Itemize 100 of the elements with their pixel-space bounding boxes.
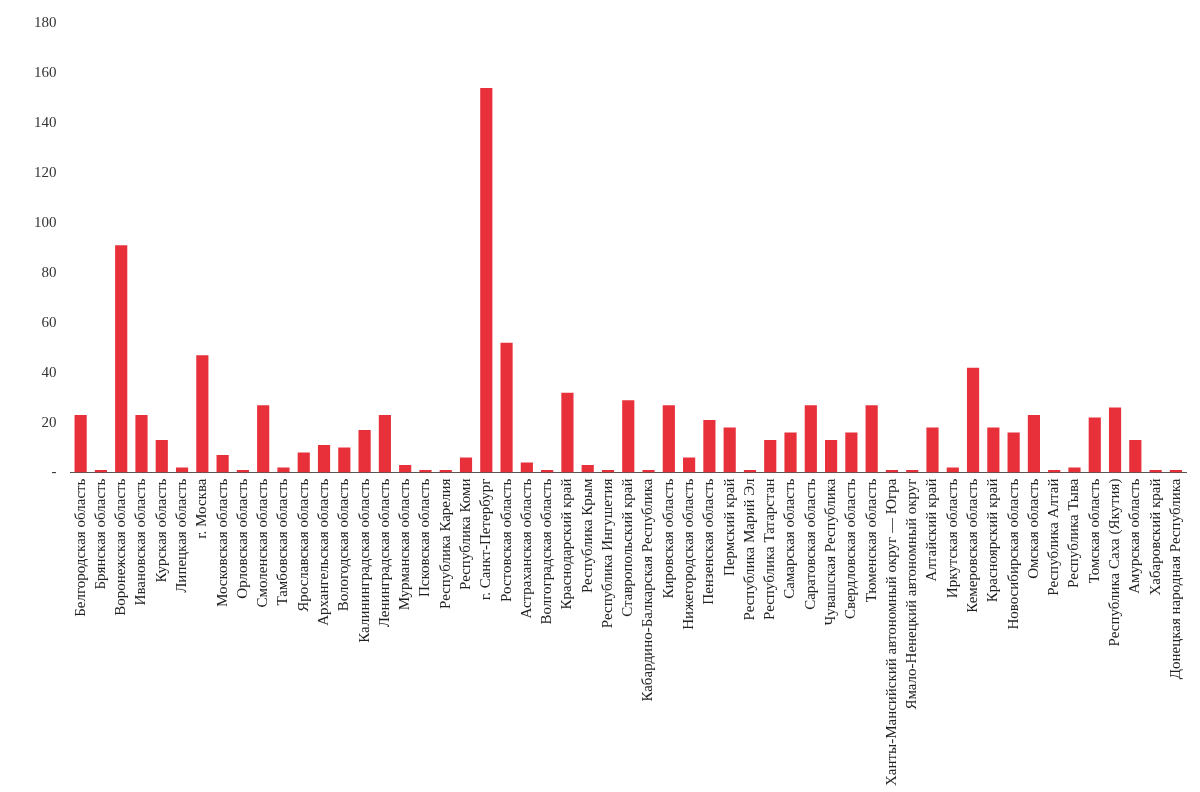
bar [1088, 417, 1101, 473]
y-tick-label: 100 [34, 213, 57, 230]
x-tick-label: Мурманская область [396, 478, 413, 611]
x-tick-label: Республика Ингушетия [598, 478, 615, 629]
x-tick-label: Ивановская область [132, 478, 149, 606]
bar [784, 432, 797, 473]
x-tick-label: Краснодарский край [558, 478, 575, 610]
x-tick-label: Республика Коми [456, 478, 473, 590]
bar [1007, 432, 1020, 473]
x-tick-label: Республика Саха (Якутия) [1105, 478, 1123, 647]
bar [480, 87, 493, 473]
y-tick-label: 120 [34, 163, 57, 180]
bar [987, 427, 1000, 473]
bar [804, 405, 817, 473]
x-tick-label: Алтайский край [923, 478, 940, 582]
x-tick-label: Орловская область [233, 478, 250, 599]
bar [662, 405, 675, 473]
bar [926, 427, 939, 473]
x-tick-label: Ставропольский край [619, 478, 636, 617]
bar [338, 447, 351, 473]
x-tick-label: Астраханская область [517, 478, 534, 619]
bar [74, 415, 87, 473]
x-tick-label: Ярославская область [294, 478, 311, 612]
x-tick-label: Свердловская область [842, 478, 859, 620]
x-tick-label: Курская область [152, 478, 169, 583]
bar [561, 392, 574, 473]
x-tick-label: Новосибирская область [1004, 478, 1021, 630]
x-tick-label: Ханты-Мансийский автономный округ — Югра [882, 478, 899, 787]
x-tick-label: Иркутская область [943, 478, 960, 599]
bar [764, 440, 777, 473]
x-tick-label: Томская область [1085, 478, 1102, 584]
x-tick-label: Воронежская область [112, 478, 129, 616]
bar [683, 457, 696, 473]
x-tick-label: Псковская область [416, 478, 433, 598]
bar [155, 440, 168, 473]
x-tick-label: Кемеровская область [964, 478, 980, 613]
x-tick-label: Республика Крым [578, 478, 595, 594]
x-tick-label: Саратовская область [801, 478, 818, 610]
bar [622, 400, 635, 473]
x-tick-label: Самарская область [781, 478, 798, 599]
y-tick-label: 40 [41, 363, 57, 380]
x-tick-label: Республика Алтай [1045, 478, 1062, 596]
x-tick-label: Чувашская Республика [822, 478, 839, 626]
x-tick-label: г. Москва [193, 478, 210, 539]
x-tick-label: Донецкая народная Республика [1166, 478, 1183, 680]
x-tick-label: Смоленская область [254, 478, 271, 608]
bar [966, 367, 980, 473]
x-tick-label: Московская область [213, 478, 230, 608]
x-tick-label: Ленинградская область [375, 478, 392, 628]
x-tick-label: Калининградская область [355, 478, 372, 643]
x-tick-label: Республика Марий Эл [740, 478, 757, 621]
bar [216, 455, 229, 473]
bar [135, 415, 148, 473]
x-tick-label: Республика Карелия [436, 478, 453, 609]
bar [257, 405, 270, 473]
y-tick-label: 180 [34, 13, 57, 30]
bar [459, 457, 473, 473]
bar [703, 420, 716, 473]
x-tick-label: Архангельская область [314, 478, 331, 626]
x-tick-label: Кировская область [659, 478, 676, 599]
bar [378, 415, 391, 473]
y-tick-label: - [51, 463, 57, 480]
bar [115, 245, 128, 473]
y-tick-label: 160 [34, 63, 57, 80]
bar [500, 342, 513, 473]
bar [297, 452, 310, 473]
x-tick-label: Белгородская область [71, 478, 88, 617]
x-tick-label: г. Санкт-Петербург [477, 478, 494, 601]
x-tick-label: Омская область [1024, 478, 1041, 579]
bar [865, 405, 878, 473]
x-tick-label: Тюменская область [862, 478, 879, 603]
bar [399, 465, 412, 473]
x-tick-label: Липецкая область [172, 478, 189, 593]
bar [317, 445, 331, 473]
bar [581, 465, 594, 473]
x-tick-label: Пермский край [720, 478, 737, 577]
bar [196, 355, 209, 473]
y-tick-label: 140 [34, 113, 57, 130]
bar [1129, 440, 1142, 473]
x-tick-label: Ростовская область [497, 478, 514, 602]
bar [1108, 407, 1122, 473]
x-tick-label: Республика Тыва [1065, 478, 1082, 589]
x-tick-label: Пензенская область [700, 478, 717, 605]
bar [723, 427, 736, 473]
x-tick-label: Тамбовская область [274, 478, 291, 606]
x-tick-label: Ямало-Ненецкий автономный округ [903, 478, 920, 710]
x-tick-label: Нижегородская область [680, 478, 697, 630]
bar [1027, 415, 1040, 473]
y-tick-label: 60 [41, 313, 57, 330]
x-tick-label: Красноярский край [984, 478, 1001, 603]
x-tick-label: Хабаровский край [1146, 478, 1163, 596]
bar [845, 432, 858, 473]
x-tick-label: Амурская область [1126, 478, 1143, 594]
x-tick-label: Республика Татарстан [761, 478, 778, 621]
x-tick-label: Волгоградская область [538, 478, 555, 625]
bar [358, 430, 371, 473]
x-tick-label: Кабардино-Балкарская Республика [639, 478, 656, 702]
x-tick-label: Брянская область [91, 478, 108, 590]
x-tick-label: Вологодская область [335, 478, 352, 612]
y-tick-label: 80 [41, 263, 57, 280]
